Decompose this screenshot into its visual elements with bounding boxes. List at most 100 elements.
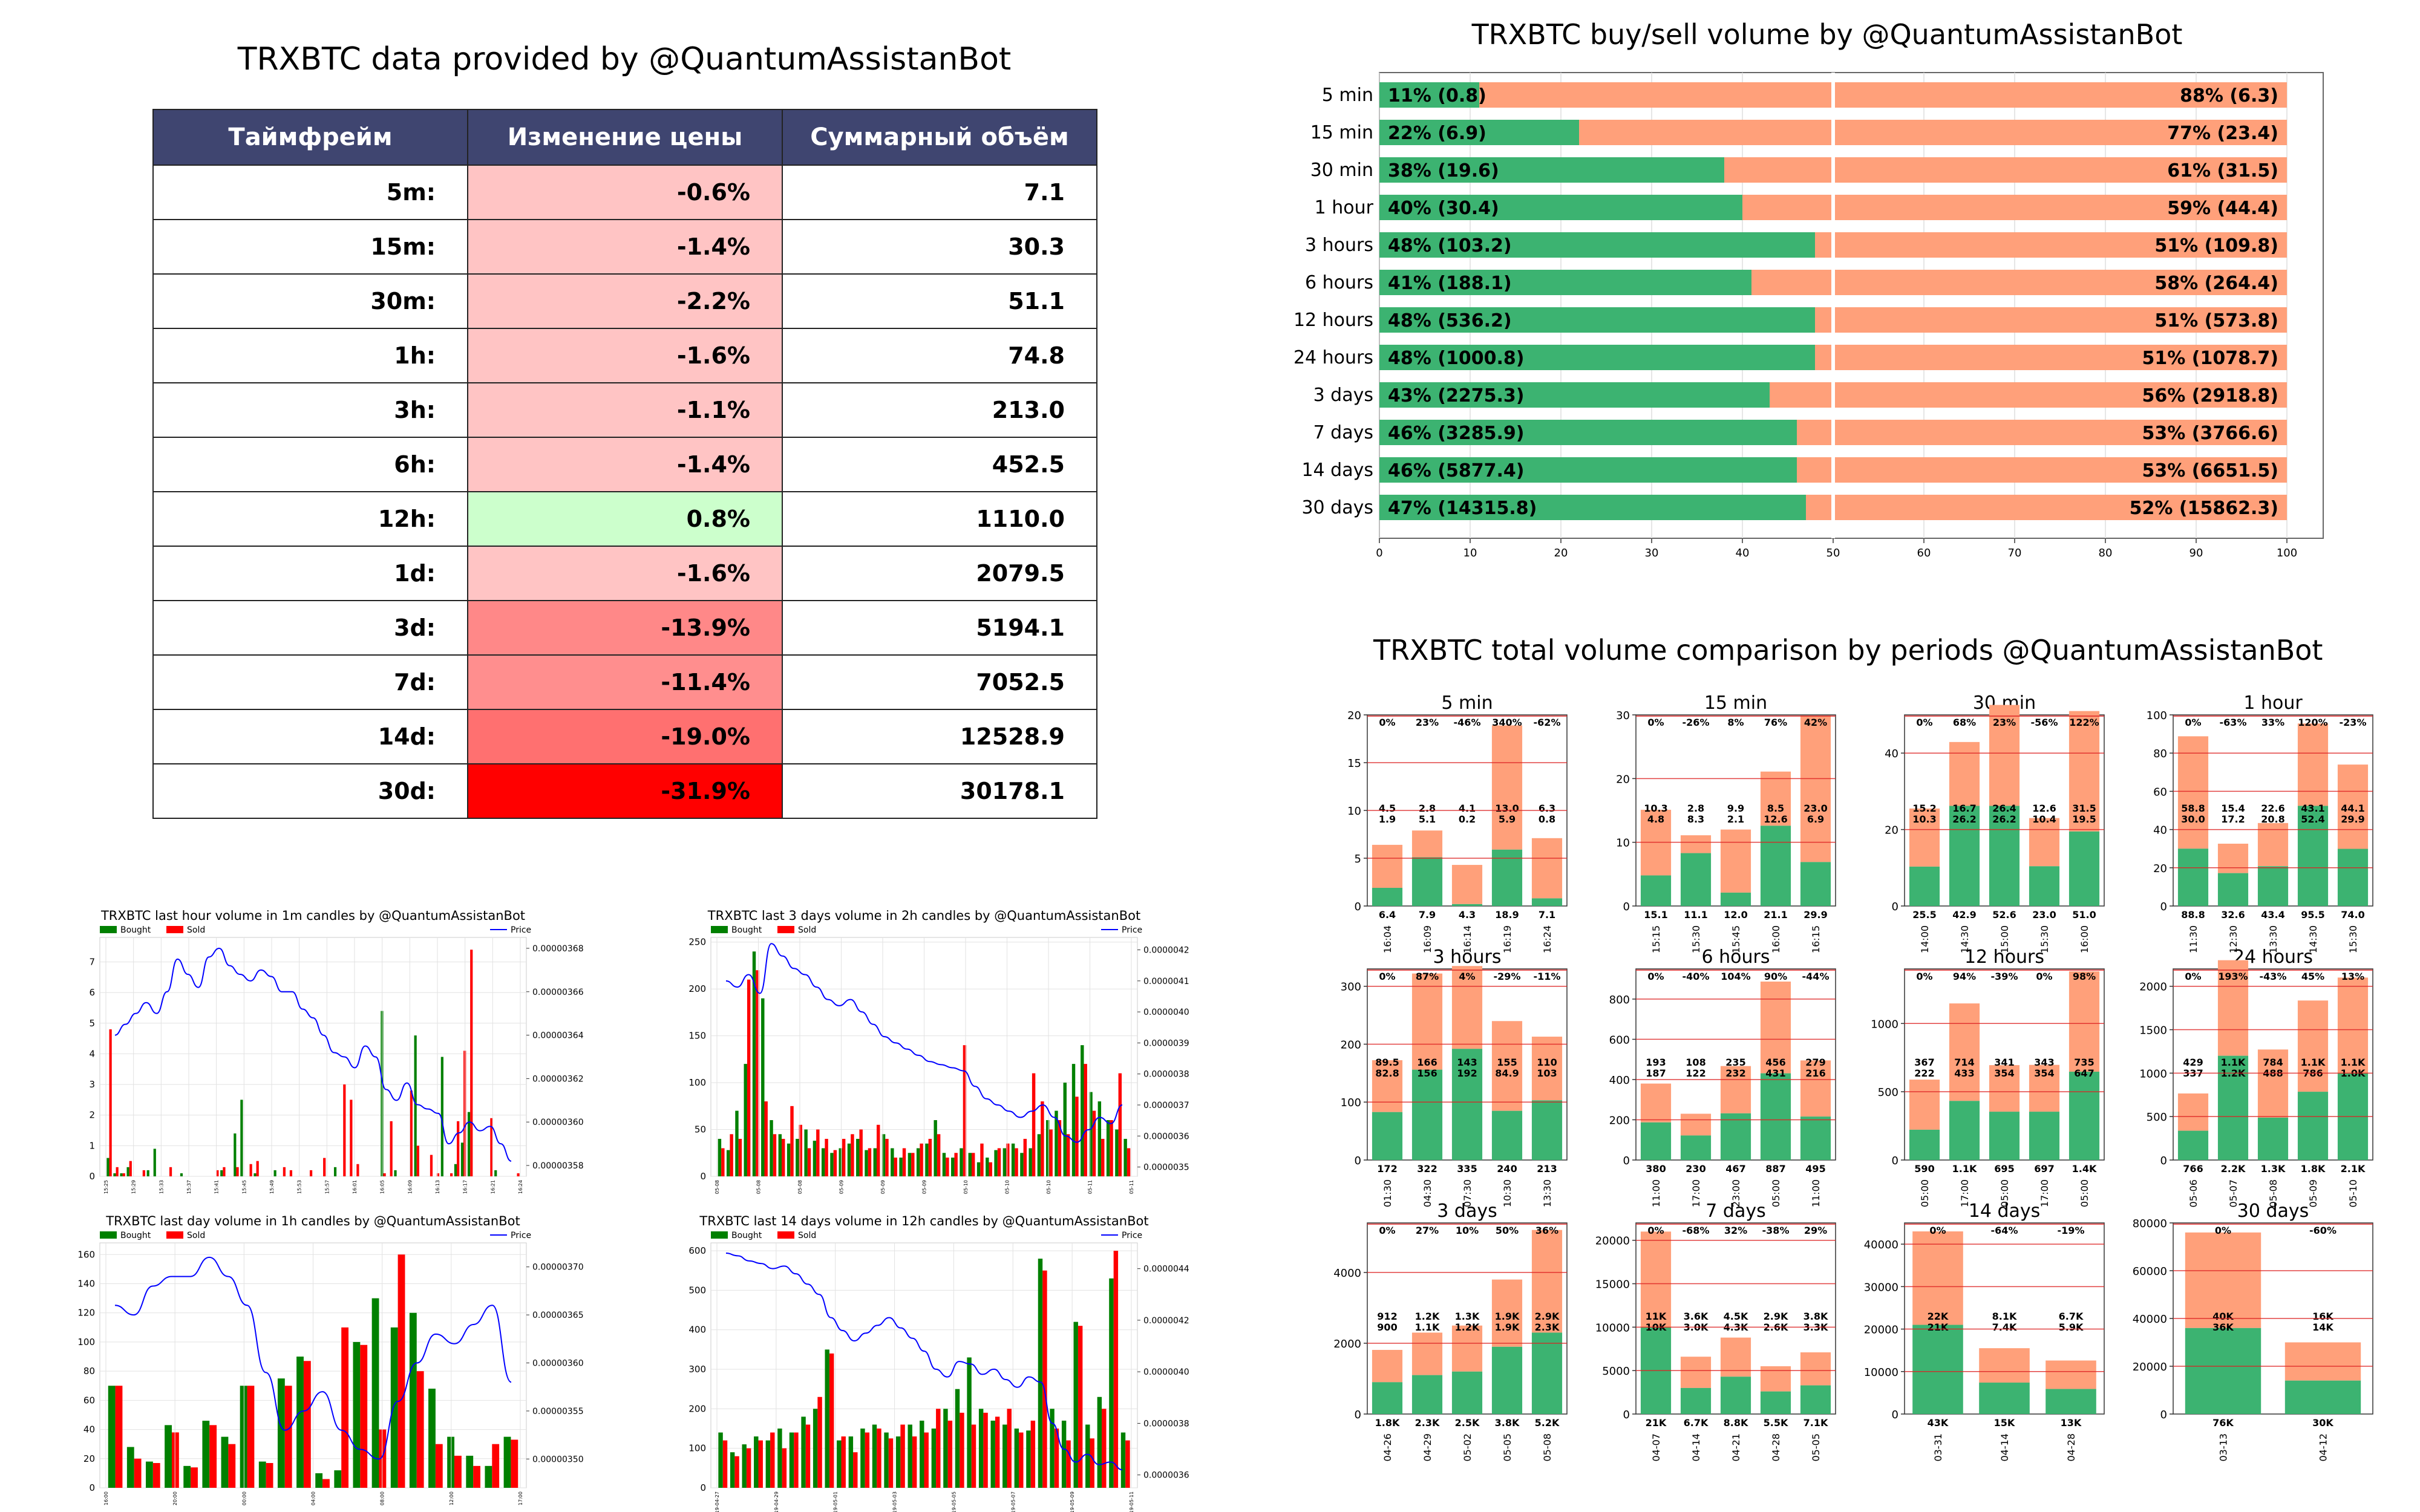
bought-bar [1949, 806, 1980, 906]
sold-bar [2217, 960, 2249, 1056]
total-value-label: 51.0 [2072, 909, 2096, 921]
sold-bar [805, 1424, 811, 1488]
total-value-label: 29.9 [1804, 909, 1827, 921]
sold-bar [954, 1153, 958, 1176]
bought-bar [1451, 1371, 1483, 1414]
sold-value-label: 4.1 [1459, 803, 1476, 814]
sold-bar [738, 1139, 742, 1176]
x-tick-label: 05:00 [2079, 1179, 2090, 1207]
summary-row: 1d: -1.6% 2079.5 [152, 546, 1097, 601]
x-tick-label: 2019-04-27 [715, 1491, 720, 1512]
y-tick-label: 3 [89, 1079, 95, 1090]
x-tick-label: 70 [2008, 547, 2022, 559]
pct-change-label: 23% [1993, 717, 2016, 728]
x-tick-label: 50 [1826, 547, 1840, 559]
bought-bar [333, 1167, 337, 1176]
chart-title: TRXBTC last 14 days volume in 12h candle… [699, 1216, 1148, 1228]
y-category-label: 12 hours [1293, 310, 1373, 331]
bought-bar [735, 1110, 739, 1176]
y-category-label: 30 days [1301, 497, 1373, 518]
pct-change-label: 0% [1929, 1225, 1946, 1236]
total-value-label: 18.9 [1495, 909, 1519, 921]
bought-bar [1085, 1424, 1090, 1488]
sold-bar [1949, 1003, 1980, 1101]
panel-title: 14 days [1969, 1201, 2041, 1222]
y-tick-label: 0 [1623, 1155, 1630, 1167]
y-tick-label: 2 [89, 1110, 95, 1121]
total-value-label: 172 [1377, 1163, 1397, 1175]
bought-value-label: 29.9 [2341, 813, 2364, 825]
sold-value-label: 10.3 [1644, 803, 1667, 814]
bought-bar [777, 1429, 782, 1488]
sold-bar [435, 1444, 443, 1488]
sold-bar [1066, 1440, 1071, 1488]
sold-bar [2068, 971, 2100, 1072]
x-tick-label: 17:00 [1690, 1179, 1702, 1207]
bought-bar [1760, 826, 1791, 906]
x-tick-label: 16:15 [1810, 925, 1822, 953]
total-value-label: 230 [1686, 1163, 1705, 1175]
bought-bar [726, 1150, 730, 1176]
sold-bar [410, 1090, 413, 1176]
sold-bar [1800, 1352, 1831, 1386]
x-tick-label: 15:30 [1690, 925, 1702, 953]
volume-cell: 30178.1 [782, 763, 1097, 819]
legend-price-label: Price [1122, 1231, 1142, 1240]
volume-cell: 7.1 [782, 165, 1097, 220]
sold-value-label: 40K [2212, 1311, 2234, 1322]
bought-bar [1411, 1069, 1443, 1160]
total-value-label: 467 [1725, 1163, 1745, 1175]
pct-change-label: -56% [2031, 717, 2058, 728]
pct-change-label: -26% [1683, 717, 1710, 728]
bought-bar [1037, 1134, 1041, 1176]
y-tick-label: 120 [77, 1308, 95, 1318]
x-tick-label: 05-06 [2188, 1179, 2199, 1208]
sold-bar [247, 1386, 255, 1488]
x-tick-label: 15:15 [1650, 925, 1662, 953]
y-tick-label: 300 [1341, 981, 1361, 994]
pct-change-label: 0% [2036, 971, 2052, 982]
sold-bar [902, 1148, 906, 1176]
sold-bar [383, 1173, 386, 1176]
sold-value-label: 1.2K [1415, 1311, 1440, 1322]
sold-bar [2337, 764, 2369, 849]
pct-change-label: 87% [1416, 971, 1439, 982]
sold-bar [1909, 808, 1940, 867]
pct-change-label: -44% [1802, 971, 1830, 982]
bought-bar [2257, 866, 2289, 906]
sold-value-label: 155 [1497, 1057, 1517, 1068]
sold-value-label: 714 [1954, 1057, 1974, 1068]
sold-value-label: 16.7 [1952, 803, 1976, 814]
bought-value-label: 36K [2212, 1321, 2234, 1333]
bought-bar [1372, 1382, 1403, 1414]
buy-label: 38% (19.6) [1388, 160, 1499, 181]
y-tick-label: 160 [77, 1249, 95, 1260]
bought-bar [1989, 1112, 2020, 1160]
x-tick-label: 90 [2189, 547, 2203, 559]
x-tick-label: 15:41 [214, 1180, 220, 1194]
sold-bar [764, 1101, 768, 1176]
y-tick-label: 20 [83, 1453, 95, 1464]
bought-bar [1531, 898, 1563, 906]
total-value-label: 590 [1914, 1163, 1934, 1175]
bought-bar [837, 1440, 842, 1488]
x-tick-label: 2019-05-03 [892, 1491, 898, 1512]
y2-tick-label: 0.0000037 [1143, 1101, 1189, 1110]
sold-value-label: 44.1 [2341, 803, 2364, 814]
y-tick-label: 4 [89, 1048, 95, 1059]
bought-value-label: 187 [1646, 1067, 1666, 1079]
sold-value-label: 15.2 [1912, 803, 1936, 814]
candle-chart-last-day: TRXBTC last day volume in 1h candles by … [77, 1216, 583, 1505]
bought-bar [847, 1143, 851, 1176]
legend-price-label: Price [511, 1231, 531, 1240]
bought-value-label: 1.9K [1495, 1321, 1520, 1333]
sold-bar [1092, 1110, 1096, 1176]
bought-value-label: 10.3 [1912, 813, 1936, 825]
bought-bar [1097, 1101, 1102, 1176]
volume-cell: 1110.0 [782, 491, 1097, 547]
buy-label: 41% (188.1) [1388, 273, 1512, 294]
x-tick-label: 07:30 [1462, 1179, 1473, 1207]
bought-value-label: 232 [1725, 1067, 1745, 1079]
bought-bar [1760, 1391, 1791, 1414]
bought-value-label: 433 [1954, 1067, 1974, 1079]
